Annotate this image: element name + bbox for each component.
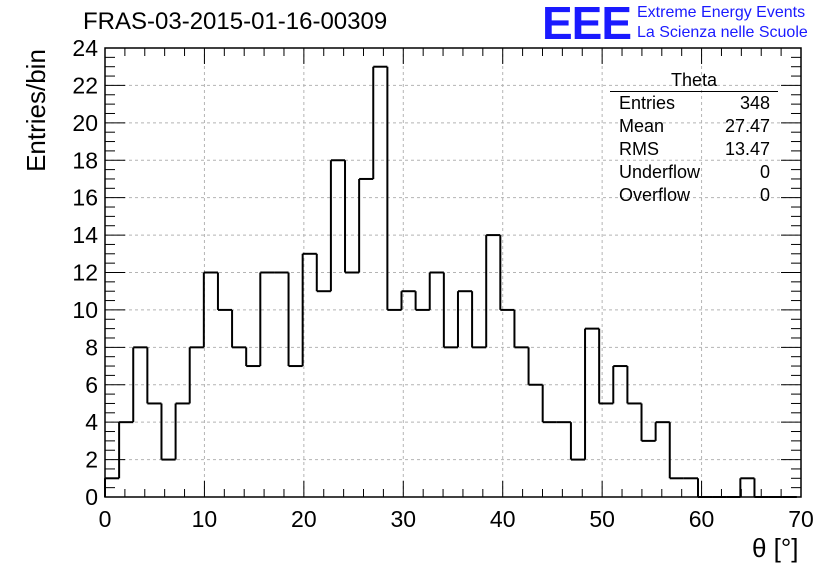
y-axis-label: Entries/bin [20, 49, 51, 172]
x-tick-label: 20 [291, 506, 317, 532]
eee-logo: EEE [542, 0, 632, 49]
y-tick-label: 0 [85, 484, 98, 510]
y-tick-label: 8 [85, 334, 98, 360]
stats-box: Theta Entries 348 Mean 27.47 RMS 13.47 U… [610, 70, 778, 207]
x-tick-label: 70 [788, 506, 814, 532]
axis-ticks [104, 47, 802, 498]
y-tick-label: 22 [72, 72, 98, 98]
stats-value: 0 [759, 162, 770, 182]
y-tick-label: 20 [72, 110, 98, 136]
x-tick-label: 50 [589, 506, 615, 532]
stats-label: Underflow [619, 162, 701, 182]
x-tick-label: 60 [689, 506, 715, 532]
x-tick-label: 10 [192, 506, 218, 532]
stats-row-entries: Entries 348 [610, 92, 778, 115]
logo-caption: Extreme Energy Events La Scienza nelle S… [637, 3, 808, 43]
stats-label: RMS [619, 139, 659, 159]
stats-label: Mean [619, 116, 665, 136]
stats-row-underflow: Underflow 0 [610, 161, 778, 184]
x-tick-label: 30 [390, 506, 416, 532]
x-tick-label: 0 [99, 506, 112, 532]
y-tick-label: 24 [72, 35, 98, 61]
logo-caption-line2: La Scienza nelle Scuole [637, 24, 808, 41]
stats-label: Overflow [619, 185, 691, 205]
y-tick-label: 12 [72, 260, 98, 286]
stats-label: Entries [619, 93, 676, 113]
y-tick-label: 2 [85, 447, 98, 473]
x-axis-label: θ [°] [752, 533, 799, 563]
y-tick-label: 6 [85, 372, 98, 398]
stats-title: Theta [610, 70, 778, 92]
stats-value: 13.47 [724, 139, 770, 159]
y-tick-label: 18 [72, 147, 98, 173]
x-tick-label: 40 [490, 506, 516, 532]
logo-caption-line1: Extreme Energy Events [637, 4, 806, 21]
stats-value: 348 [739, 93, 770, 113]
y-tick-label: 10 [72, 297, 98, 323]
stats-row-overflow: Overflow 0 [610, 184, 778, 207]
stats-row-mean: Mean 27.47 [610, 115, 778, 138]
y-tick-label: 16 [72, 185, 98, 211]
stats-value: 27.47 [724, 116, 770, 136]
chart-title: FRAS-03-2015-01-16-00309 [83, 8, 388, 35]
y-tick-label: 14 [72, 222, 98, 248]
stats-row-rms: RMS 13.47 [610, 138, 778, 161]
y-tick-label: 4 [85, 409, 98, 435]
stats-value: 0 [759, 185, 770, 205]
